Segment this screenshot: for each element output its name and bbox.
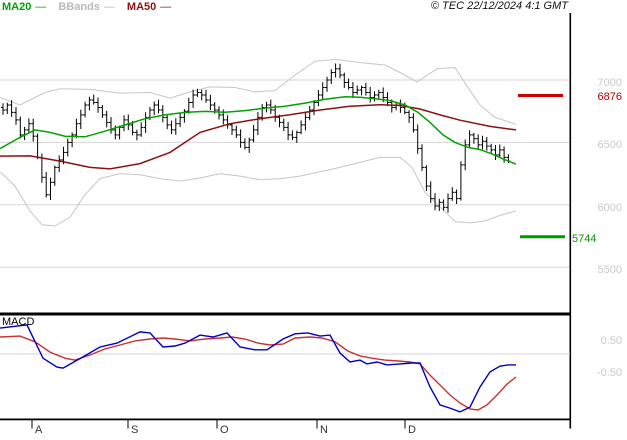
resistance-level-label: 6876	[597, 91, 622, 103]
legend-ma20-swatch: —	[35, 1, 47, 13]
bollinger-lower-line	[0, 156, 517, 227]
macd-tick-negative: -0.50	[596, 367, 622, 379]
y-tick-6000: 6000	[597, 202, 622, 214]
x-tick-november: N	[320, 424, 328, 436]
macd-signal-line	[0, 335, 517, 411]
chart-legend: MA20— BBands — MA50—	[2, 2, 183, 13]
macd-line	[0, 324, 516, 413]
y-tick-7000: 7000	[597, 77, 622, 89]
legend-ma50: MA50—	[127, 2, 171, 13]
legend-ma50-label: MA50	[126, 1, 157, 13]
x-tick-october: O	[220, 424, 229, 436]
x-tick-september: S	[131, 424, 139, 436]
panel-separator	[0, 312, 570, 316]
legend-ma20: MA20—	[2, 2, 46, 13]
macd-tick-positive: 0.50	[600, 335, 622, 347]
bollinger-upper-line	[0, 58, 517, 125]
ohlc-bars-layer	[1, 63, 511, 213]
macd-panel-title: MACD	[2, 316, 35, 328]
legend-bbands-label: BBands	[58, 1, 100, 13]
legend-bbands-swatch: —	[103, 1, 115, 13]
y-tick-6500: 6500	[597, 139, 622, 151]
ma50-line	[0, 103, 517, 170]
copyright-watermark: © TEC 22/12/2024 4:1 GMT	[430, 0, 568, 12]
ma20-line	[0, 96, 517, 165]
legend-ma20-label: MA20	[2, 1, 32, 13]
legend-ma50-swatch: —	[160, 1, 172, 13]
legend-bbands: BBands —	[58, 2, 115, 13]
support-level-label: 5744	[572, 233, 597, 245]
x-tick-december: D	[408, 424, 416, 436]
x-tick-august: A	[35, 424, 43, 436]
bottom-axis-line	[0, 418, 570, 421]
y-tick-5500: 5500	[597, 264, 622, 276]
right-axis-border	[569, 13, 572, 429]
